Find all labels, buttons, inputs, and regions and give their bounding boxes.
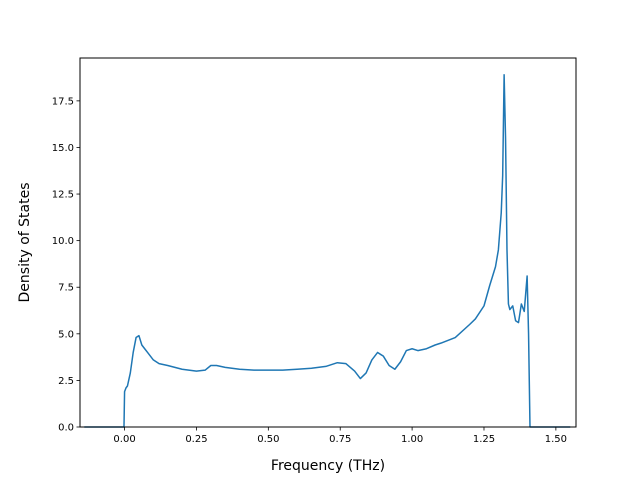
x-tick-label: 0.75: [329, 434, 351, 445]
x-tick-label: 1.50: [545, 434, 567, 445]
dos-series-line: [84, 74, 571, 428]
y-tick-label: 15.0: [52, 143, 74, 154]
x-tick-label: 0.25: [185, 434, 207, 445]
y-tick-label: 2.5: [58, 376, 74, 387]
x-tick-label: 0.00: [113, 434, 135, 445]
y-tick-label: 10.0: [52, 236, 74, 247]
x-axis-ticks: 0.00 0.25 0.50 0.75 1.00 1.25 1.50: [113, 427, 567, 445]
y-axis-ticks: 0.0 2.5 5.0 7.5 10.0 12.5 15.0 17.5: [52, 96, 80, 434]
plot-frame: [79, 57, 577, 428]
y-tick-label: 5.0: [58, 329, 74, 340]
x-tick-label: 0.50: [257, 434, 279, 445]
x-axis-label: Frequency (THz): [271, 458, 385, 474]
x-tick-label: 1.00: [401, 434, 423, 445]
y-axis-label: Density of States: [17, 183, 33, 303]
y-tick-label: 17.5: [52, 96, 74, 107]
x-tick-label: 1.25: [473, 434, 495, 445]
y-tick-label: 0.0: [58, 423, 74, 434]
y-tick-label: 12.5: [52, 190, 74, 201]
plot-layer: [84, 74, 571, 428]
y-tick-label: 7.5: [58, 283, 74, 294]
